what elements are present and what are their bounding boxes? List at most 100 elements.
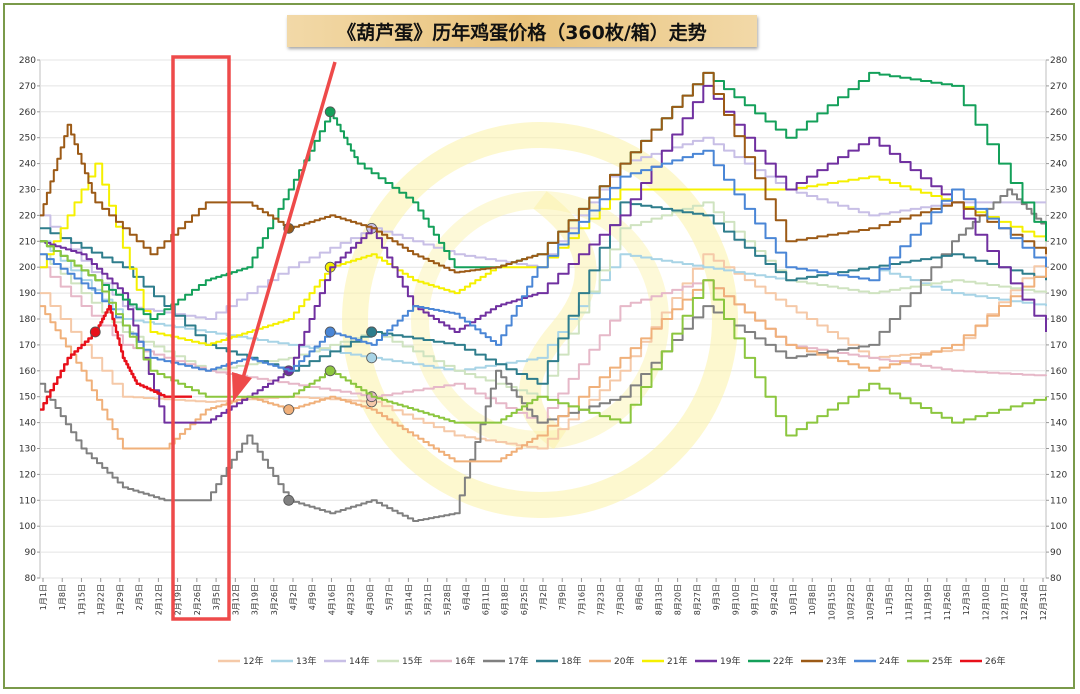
series-24年 — [40, 149, 1047, 372]
x-tick-label: 10月1日 — [789, 584, 798, 615]
y-tick-label-left: 100 — [19, 522, 36, 532]
y-tick-label-right: 260 — [1050, 108, 1067, 118]
legend-label: 12年 — [243, 655, 263, 667]
y-tick-label-right: 280 — [1050, 56, 1067, 66]
x-tick-label: 9月17日 — [751, 584, 760, 615]
x-tick-label: 6月4日 — [462, 584, 471, 610]
legend-item-23年: 23年 — [801, 655, 846, 667]
y-tick-label-right: 170 — [1050, 341, 1067, 351]
x-tick-label: 10月8日 — [808, 584, 817, 615]
chart-title: 《葫芦蛋》历年鸡蛋价格（360枚/箱）走势 — [337, 21, 707, 44]
x-tick-label: 12月31日 — [1039, 584, 1048, 620]
series-marker-25年 — [324, 365, 336, 377]
highlight-box — [171, 55, 231, 621]
legend-item-21年: 21年 — [642, 655, 687, 667]
x-tick-label: 11月26日 — [943, 584, 952, 620]
y-tick-label-left: 230 — [19, 186, 36, 196]
series-25年 — [40, 240, 1047, 437]
legend-label: 20年 — [614, 655, 634, 667]
series-marker-26年 — [89, 326, 101, 338]
x-tick-label: 5月14日 — [404, 584, 413, 615]
y-tick-label-left: 120 — [19, 470, 36, 480]
y-tick-label-right: 140 — [1050, 419, 1067, 429]
x-tick-label: 4月9日 — [308, 584, 317, 610]
series-marker-18年 — [366, 326, 378, 338]
y-tick-label-left: 80 — [25, 574, 37, 584]
highlight-annotation — [171, 55, 337, 621]
y-tick-label-right: 250 — [1050, 134, 1067, 144]
legend-label: 14年 — [349, 655, 369, 667]
y-tick-label-left: 130 — [19, 445, 36, 455]
x-tick-label: 2月12日 — [154, 584, 163, 615]
x-tick-label: 4月23日 — [347, 584, 356, 615]
x-axis: 1月1日 1月8日 1月15日 1月22日 1月29日 2月5日 2月12日 2月19日 2月2… — [39, 578, 1048, 620]
x-tick-label: 3月5日 — [212, 584, 221, 610]
x-tick-label: 12月3日 — [962, 584, 971, 615]
y-tick-label-left: 240 — [19, 160, 36, 170]
y-tick-label-right: 270 — [1050, 82, 1067, 92]
legend-item-16年: 16年 — [430, 655, 475, 667]
x-tick-label: 10月29日 — [866, 584, 875, 620]
x-tick-label: 7月16日 — [577, 584, 586, 615]
x-tick-label: 5月28日 — [443, 584, 452, 615]
y-tick-label-right: 110 — [1050, 496, 1067, 506]
legend-label: 18年 — [561, 655, 581, 667]
series-line-19年 — [40, 84, 1047, 424]
x-tick-label: 6月11日 — [481, 584, 490, 615]
x-tick-label: 12月10日 — [981, 584, 990, 620]
x-tick-label: 8月20日 — [674, 584, 683, 615]
x-tick-label: 1月15日 — [77, 584, 86, 615]
x-tick-label: 9月10日 — [731, 584, 740, 615]
series-line-23年 — [40, 71, 1047, 274]
y-axis-left: 80 90 100 110 120 130 140 150 160 170 180 190 200 210… — [19, 56, 40, 584]
x-tick-label: 9月3日 — [712, 584, 721, 610]
y-tick-label-left: 160 — [19, 367, 36, 377]
series-line-22年 — [40, 71, 1047, 320]
x-tick-label: 1月8日 — [58, 584, 67, 610]
legend-label: 24年 — [879, 655, 899, 667]
legend-item-26年: 26年 — [960, 655, 1005, 667]
series-marker-20年 — [283, 404, 295, 416]
series-26年 — [40, 304, 192, 411]
series-22年 — [40, 71, 1047, 320]
legend-item-15年: 15年 — [377, 655, 422, 667]
legend-item-14年: 14年 — [324, 655, 369, 667]
x-tick-label: 7月23日 — [597, 584, 606, 615]
y-tick-label-left: 280 — [19, 56, 36, 66]
y-tick-label-right: 190 — [1050, 289, 1067, 299]
highlight-arrow-head — [232, 372, 252, 402]
y-axis-right: 80 90 100 110 120 130 140 150 160 170 180 190 200 210… — [1046, 56, 1067, 584]
legend-item-13年: 13年 — [271, 655, 316, 667]
y-tick-label-left: 140 — [19, 419, 36, 429]
series-marker-24年 — [324, 326, 336, 338]
y-tick-label-left: 180 — [19, 315, 36, 325]
legend-label: 26年 — [985, 655, 1005, 667]
y-tick-label-right: 220 — [1050, 211, 1067, 221]
legend-item-18年: 18年 — [536, 655, 581, 667]
y-tick-label-left: 110 — [19, 496, 36, 506]
x-tick-label: 1月29日 — [116, 584, 125, 615]
y-tick-label-right: 90 — [1050, 548, 1062, 558]
x-tick-label: 8月13日 — [654, 584, 663, 615]
legend-item-20年: 20年 — [589, 655, 634, 667]
x-tick-label: 3月26日 — [270, 584, 279, 615]
legend-item-17年: 17年 — [483, 655, 528, 667]
legend-item-19年: 19年 — [695, 655, 740, 667]
legend-label: 15年 — [402, 655, 422, 667]
y-tick-label-right: 120 — [1050, 470, 1067, 480]
y-tick-label-right: 100 — [1050, 522, 1067, 532]
series-line-21年 — [40, 162, 1047, 346]
legend-label: 19年 — [720, 655, 740, 667]
x-tick-label: 9月24日 — [770, 584, 779, 615]
legend: 12年 13年 14年 15年 16年 17年 18年 20年 21年 19年 22年 23年 24年 2… — [218, 655, 1005, 667]
legend-label: 25年 — [932, 655, 952, 667]
series-marker-13年 — [366, 352, 378, 364]
y-tick-label-right: 160 — [1050, 367, 1067, 377]
x-tick-label: 10月22日 — [847, 584, 856, 620]
highlight-arrow-shaft — [239, 61, 337, 386]
y-tick-label-right: 240 — [1050, 160, 1067, 170]
legend-label: 21年 — [667, 655, 687, 667]
legend-item-24年: 24年 — [854, 655, 899, 667]
x-tick-label: 2月19日 — [174, 584, 183, 615]
